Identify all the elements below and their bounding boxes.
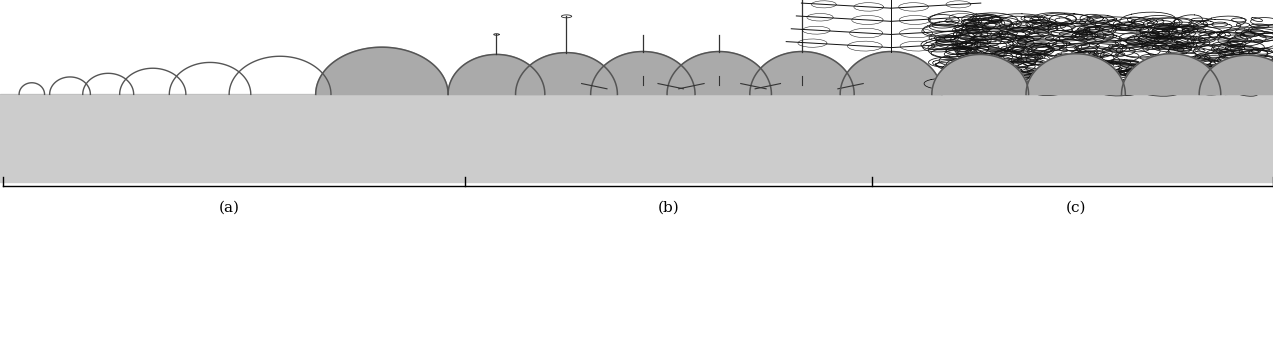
Polygon shape	[750, 52, 854, 94]
Polygon shape	[1026, 54, 1125, 94]
Polygon shape	[932, 54, 1029, 94]
Text: (b): (b)	[657, 200, 680, 215]
Polygon shape	[1199, 55, 1273, 94]
Polygon shape	[448, 54, 545, 94]
Bar	[0, 94, 1273, 182]
Text: (a): (a)	[219, 200, 239, 215]
Polygon shape	[516, 53, 617, 94]
Polygon shape	[1122, 54, 1221, 94]
Polygon shape	[591, 52, 695, 94]
Text: (c): (c)	[1066, 200, 1086, 215]
Polygon shape	[316, 47, 448, 94]
Polygon shape	[840, 52, 942, 94]
Polygon shape	[667, 52, 771, 94]
